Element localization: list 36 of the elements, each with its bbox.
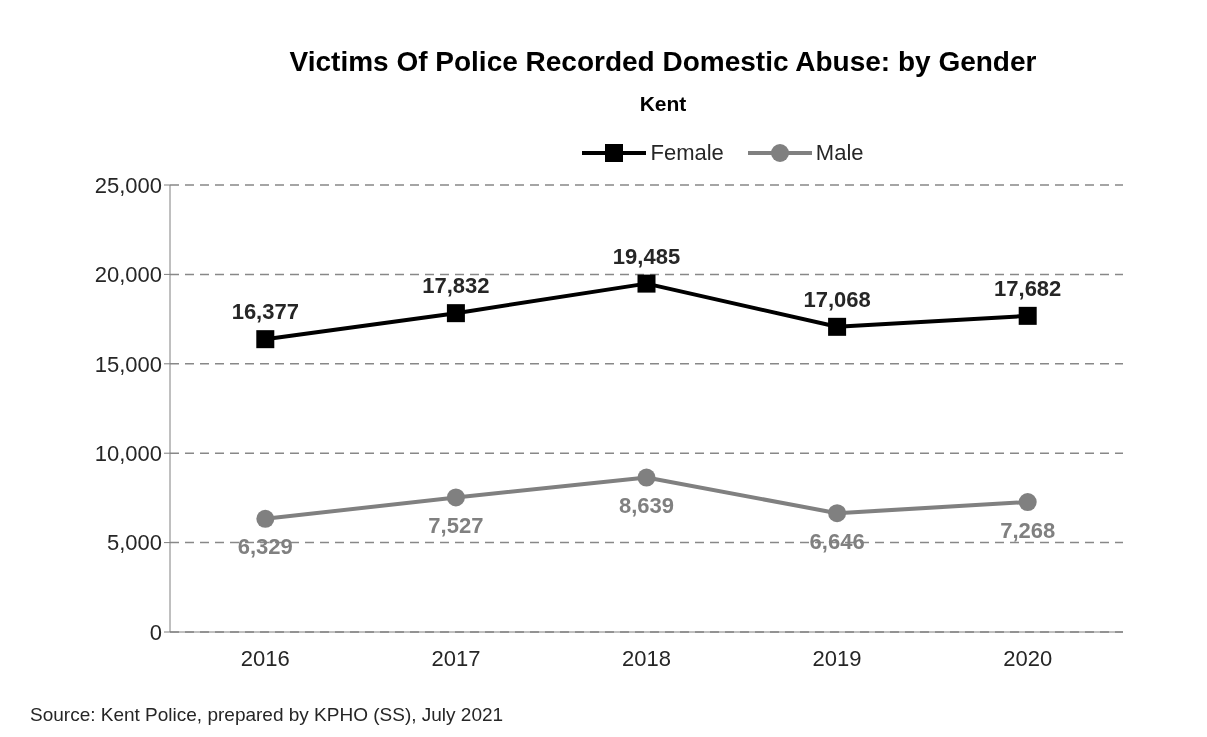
- y-tick-label: 15,000: [94, 351, 162, 377]
- point: [1018, 306, 1037, 325]
- data-label: 17,832: [422, 273, 490, 299]
- chart-title: Victims Of Police Recorded Domestic Abuse: by Gender: [288, 46, 1038, 78]
- point: [256, 509, 275, 528]
- y-tick-label: 20,000: [94, 262, 162, 288]
- point: [637, 274, 656, 293]
- legend-label: Male: [815, 140, 864, 166]
- y-tick-label: 0: [149, 619, 162, 645]
- data-label: 8,639: [618, 493, 675, 519]
- point: [828, 504, 847, 523]
- point: [446, 488, 465, 507]
- data-label: 6,646: [809, 528, 865, 554]
- x-tick-label: 2017: [431, 645, 481, 671]
- data-label: 16,377: [231, 299, 299, 325]
- point: [256, 330, 275, 349]
- data-label: 19,485: [612, 243, 681, 269]
- x-tick-label: 2020: [1003, 645, 1053, 671]
- data-label: 6,329: [237, 534, 293, 560]
- chart-subtitle: Kent: [638, 92, 688, 116]
- x-tick-label: 2019: [812, 645, 862, 671]
- legend-label: Female: [650, 140, 724, 166]
- point: [1018, 493, 1037, 512]
- x-tick-label: 2016: [240, 645, 290, 671]
- point: [446, 304, 465, 323]
- data-label: 17,682: [994, 275, 1062, 301]
- data-label: 7,268: [1000, 517, 1056, 543]
- data-label: 17,068: [803, 286, 871, 312]
- data-label: 7,527: [428, 513, 484, 539]
- x-tick-label: 2018: [622, 645, 671, 671]
- y-tick-label: 5,000: [106, 530, 162, 556]
- y-tick-label: 10,000: [94, 441, 162, 467]
- point: [637, 468, 656, 487]
- source-note: Source: Kent Police, prepared by KPHO (SS), July 2021: [30, 704, 504, 726]
- y-tick-label: 25,000: [94, 172, 162, 198]
- point: [828, 317, 847, 336]
